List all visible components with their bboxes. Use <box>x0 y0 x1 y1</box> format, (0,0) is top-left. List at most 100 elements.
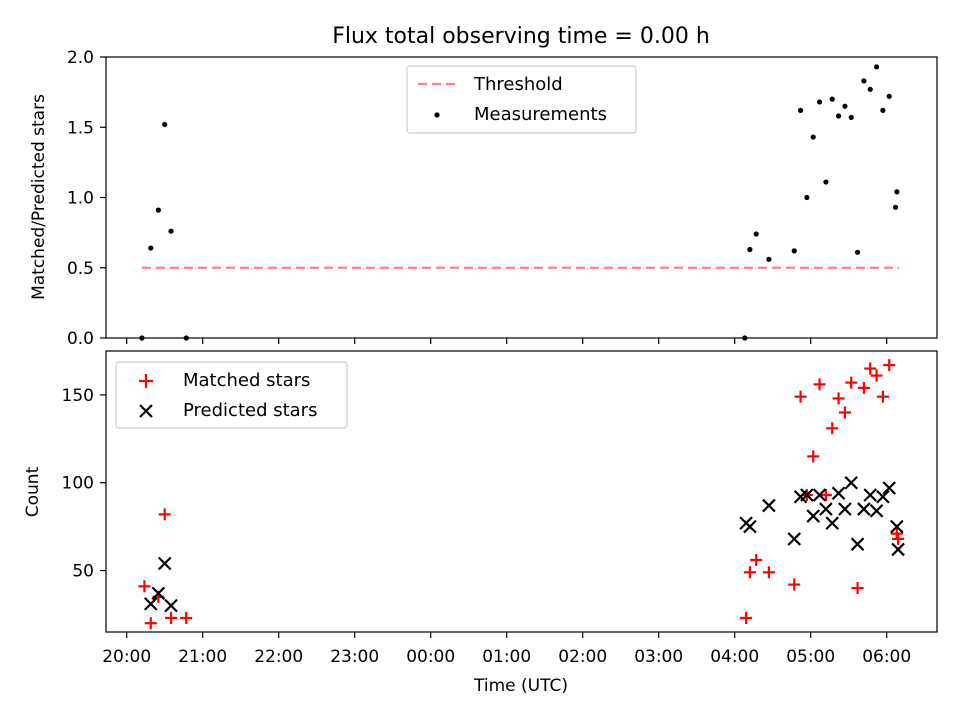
matched-star-point <box>838 406 851 419</box>
x-axis-label: Time (UTC) <box>473 676 568 696</box>
matched-star-point <box>788 578 801 591</box>
measurement-point <box>886 93 892 99</box>
predicted-star-point <box>825 516 840 530</box>
legend-matched-label: Matched stars <box>183 370 310 391</box>
y-tick-label: 50 <box>72 562 94 582</box>
x-tick-label: 02:00 <box>558 647 607 667</box>
matched-star-point <box>158 508 171 521</box>
legend-predicted-swatch <box>139 404 153 418</box>
measurement-point <box>753 231 759 237</box>
matched-star-point <box>845 376 858 389</box>
top-panel: Matched/Predicted stars 0.00.51.01.52.0 … <box>29 48 938 349</box>
measurement-point <box>892 204 899 210</box>
matched-star-point <box>180 611 193 624</box>
predicted-star-point <box>882 481 897 495</box>
x-tick-label: 20:00 <box>102 647 151 667</box>
legend-predicted-label: Predicted stars <box>183 400 317 421</box>
predicted-star-point <box>743 519 757 534</box>
predicted-star-point <box>890 519 904 534</box>
matched-star-point <box>883 359 896 372</box>
top-legend: Threshold Measurements <box>406 65 637 134</box>
y-tick-label: 0.0 <box>67 329 94 349</box>
x-tick-label: 04:00 <box>710 647 759 667</box>
matched-star-point <box>826 422 839 435</box>
chart-title: Flux total observing time = 0.00 h <box>332 24 710 49</box>
predicted-star-point <box>787 532 802 546</box>
measurement-point <box>880 107 886 113</box>
x-tick-label: 01:00 <box>482 647 531 667</box>
y-tick-label: 100 <box>62 474 94 494</box>
bottom-panel: Count 50 100 150 Matched stars Predicted s… <box>23 350 938 667</box>
measurement-point <box>797 107 804 113</box>
matched-star-point <box>750 553 763 566</box>
measurement-point <box>816 99 823 105</box>
measurement-point <box>873 64 880 70</box>
measurement-point <box>747 246 753 253</box>
x-tick-label: 22:00 <box>254 647 303 667</box>
legend-matched-swatch <box>139 374 153 388</box>
measurement-point <box>791 248 797 254</box>
predicted-star-point <box>812 488 827 502</box>
predicted-star-point <box>157 556 172 571</box>
x-tick-label: 05:00 <box>786 647 835 667</box>
matched-star-point <box>870 369 883 382</box>
predicted-star-point <box>806 509 821 523</box>
measurement-point <box>835 113 842 119</box>
matched-star-point <box>138 580 151 593</box>
x-tick-label: 21:00 <box>178 647 227 667</box>
predicted-star-point <box>762 498 776 513</box>
predicted-star-point <box>869 504 884 518</box>
measurement-point <box>848 114 854 121</box>
matched-star-point <box>144 617 157 630</box>
measurement-point <box>867 86 873 92</box>
bottom-axes-frame <box>105 350 938 633</box>
predicted-star-point <box>143 597 158 611</box>
matched-star-point <box>851 582 864 595</box>
measurement-point <box>810 134 816 140</box>
x-tick-label: 06:00 <box>862 647 911 667</box>
matched-star-point <box>813 378 826 391</box>
matched-star-point <box>819 489 832 502</box>
predicted-star-point <box>863 488 878 502</box>
legend-threshold-label: Threshold <box>473 74 563 95</box>
matched-star-point <box>876 390 889 403</box>
measurement-point <box>894 189 900 195</box>
predicted-star-point <box>831 486 846 501</box>
measurement-point <box>854 249 861 255</box>
matched-star-point <box>165 611 178 624</box>
x-tick-label: 23:00 <box>330 647 379 667</box>
matched-star-point <box>794 390 807 403</box>
predicted-star-point <box>819 502 833 516</box>
y-tick-label: 2.0 <box>67 48 94 68</box>
bottom-ylabel: Count <box>23 466 43 517</box>
predicted-star-point <box>838 502 852 516</box>
measurement-point <box>148 245 154 251</box>
measurement-point <box>162 121 168 128</box>
measurement-point <box>823 179 829 185</box>
matched-star-point <box>743 566 756 579</box>
predicted-star-point <box>800 488 814 502</box>
matched-star-point <box>892 532 905 545</box>
matched-star-point <box>762 566 775 579</box>
matched-star-point <box>864 362 877 375</box>
x-tick-label: 03:00 <box>634 647 683 667</box>
measurement-point <box>804 194 810 201</box>
predicted-star-point <box>151 586 166 601</box>
x-tick-label: 00:00 <box>406 647 455 667</box>
matched-star-point <box>740 611 753 624</box>
measurement-point <box>168 228 174 234</box>
predicted-star-point <box>891 542 905 557</box>
matched-star-point <box>832 392 845 405</box>
measurement-point <box>829 96 835 102</box>
matched-star-point <box>807 450 820 463</box>
measurement-point <box>766 256 772 262</box>
predicted-star-point <box>164 598 178 613</box>
bottom-legend: Matched stars Predicted stars <box>115 361 348 429</box>
predicted-star-point <box>844 475 859 490</box>
matched-star-point <box>857 381 870 394</box>
y-tick-label: 1.5 <box>67 118 94 138</box>
measurement-point <box>842 103 848 109</box>
y-tick-label: 0.5 <box>67 259 94 279</box>
measurement-point <box>155 207 161 213</box>
